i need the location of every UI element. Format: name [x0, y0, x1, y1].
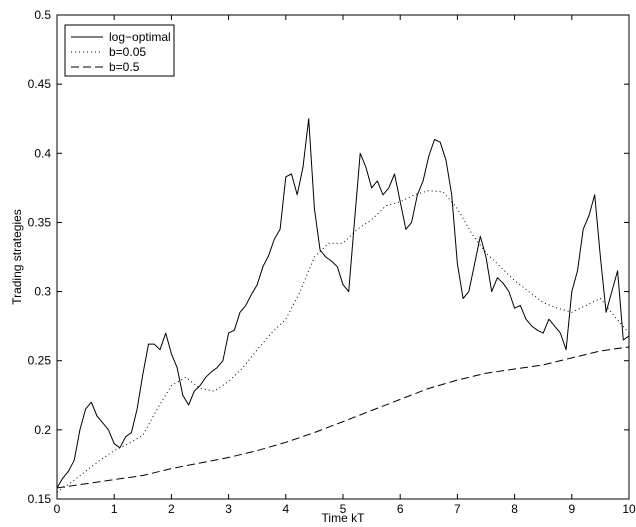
series-line-2	[56, 346, 630, 489]
y-tick-label: 0.25	[28, 354, 52, 368]
y-tick-label: 0.5	[34, 8, 51, 22]
y-axis-label: Trading strategies	[10, 209, 24, 305]
x-tick-label: 3	[225, 502, 232, 516]
tick-layer: 0 1 2 3 4 5 6 7 8 9 10 0.15 0.2 0.25 0.3 0.35 0.4 0.45 0.5	[28, 8, 636, 516]
legend-label-0: log−optimal	[109, 30, 171, 44]
y-tick-label: 0.4	[34, 146, 51, 160]
x-tick-label: 2	[168, 502, 175, 516]
x-axis-label: Time kT	[322, 511, 366, 525]
x-tick-label: 0	[54, 502, 61, 516]
x-tick-label: 1	[111, 502, 118, 516]
y-tick-label: 0.45	[28, 77, 52, 91]
y-tick-label: 0.15	[28, 492, 52, 506]
x-tick-label: 9	[568, 502, 575, 516]
y-tick-label: 0.2	[34, 423, 51, 437]
y-tick-label: 0.3	[34, 285, 51, 299]
legend-label-1: b=0.05	[109, 45, 146, 59]
x-tick-label: 8	[511, 502, 518, 516]
series-line-0	[56, 118, 630, 489]
x-tick-label: 4	[282, 502, 289, 516]
x-tick-label: 6	[397, 502, 404, 516]
series-layer	[56, 118, 630, 493]
x-tick-label: 10	[622, 502, 636, 516]
legend-label-2: b=0.5	[109, 60, 140, 74]
plot-area	[57, 15, 629, 499]
x-tick-label: 5	[340, 502, 347, 516]
x-tick-label: 7	[454, 502, 461, 516]
y-tick-label: 0.35	[28, 215, 52, 229]
